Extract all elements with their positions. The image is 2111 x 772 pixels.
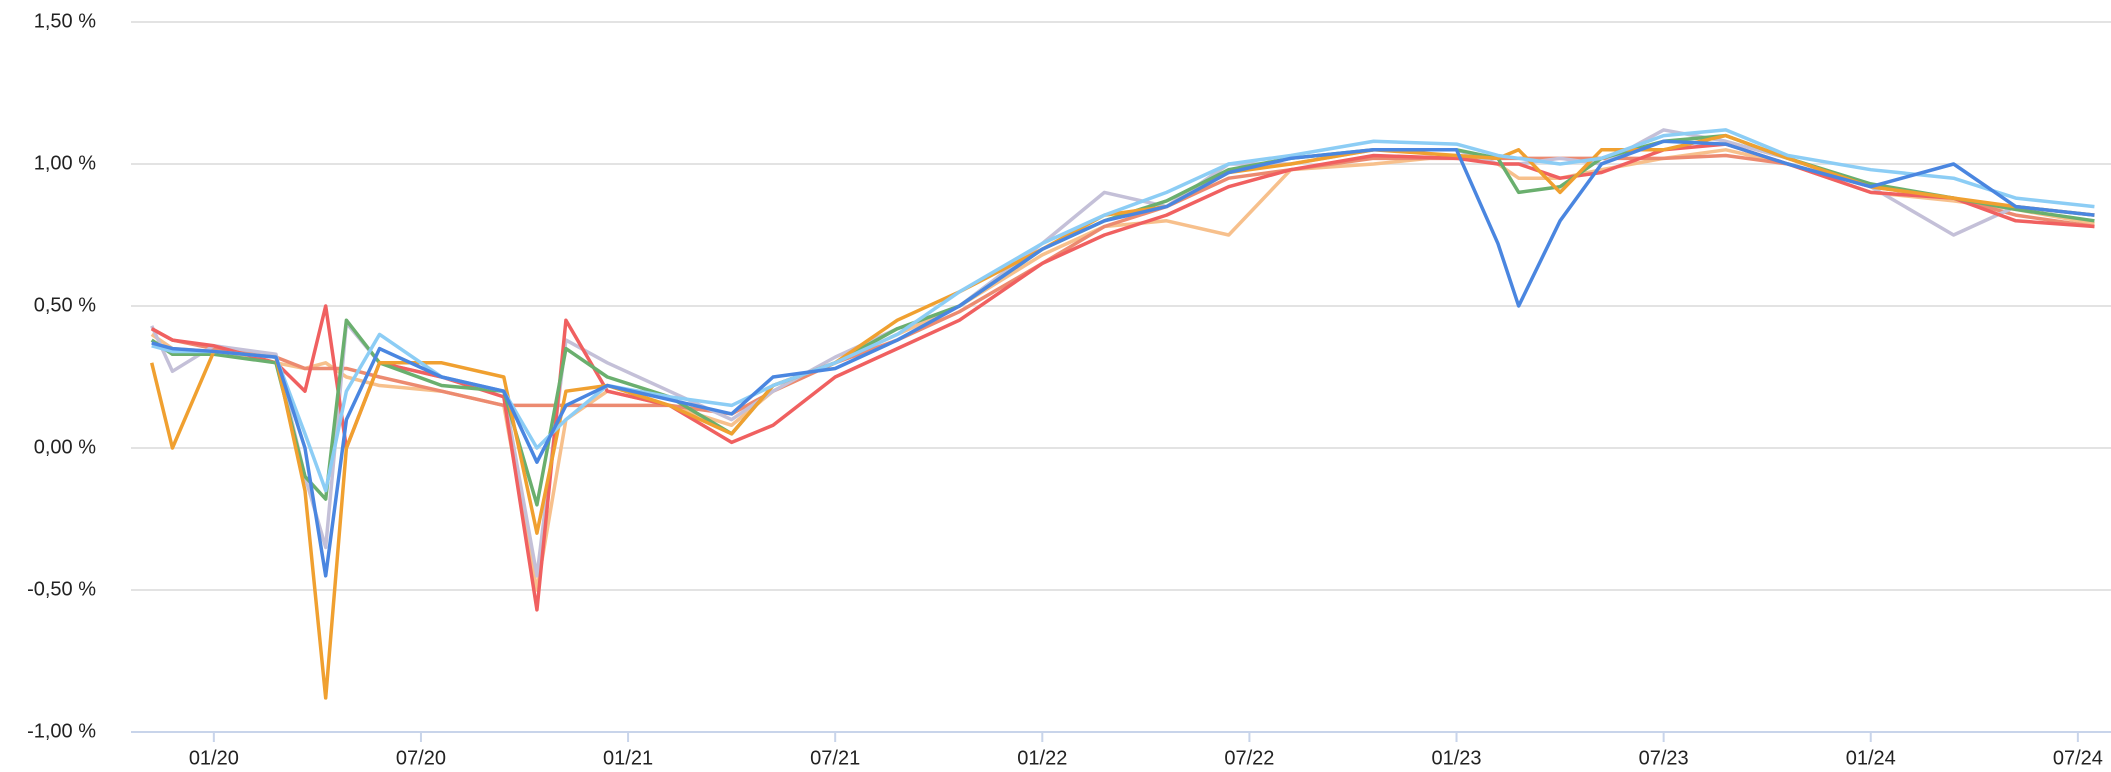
x-tick-label: 01/20 xyxy=(189,747,239,769)
series-line xyxy=(150,153,2095,416)
y-tick-label: 0,00 % xyxy=(34,436,96,458)
x-tick-label: 07/23 xyxy=(1639,747,1689,769)
series-line xyxy=(151,128,2095,493)
series-line xyxy=(150,133,2095,507)
x-tick-label: 07/24 xyxy=(2053,747,2103,769)
series-line xyxy=(151,139,2095,578)
x-tick-label: 07/21 xyxy=(810,747,860,769)
y-tick-label: -1,00 % xyxy=(27,720,96,742)
x-tick-label: 01/23 xyxy=(1431,747,1481,769)
x-tick-label: 07/22 xyxy=(1224,747,1274,769)
y-tick-label: 1,00 % xyxy=(34,152,96,174)
x-tick-label: 01/24 xyxy=(1846,747,1896,769)
series-line xyxy=(150,128,2095,578)
y-tick-label: -0,50 % xyxy=(27,578,96,600)
x-tick-label: 01/22 xyxy=(1017,747,1067,769)
y-tick-label: 0,50 % xyxy=(34,294,96,316)
y-tick-label: 1,50 % xyxy=(34,10,96,32)
x-tick-label: 07/20 xyxy=(396,747,446,769)
x-tick-label: 01/21 xyxy=(603,747,653,769)
